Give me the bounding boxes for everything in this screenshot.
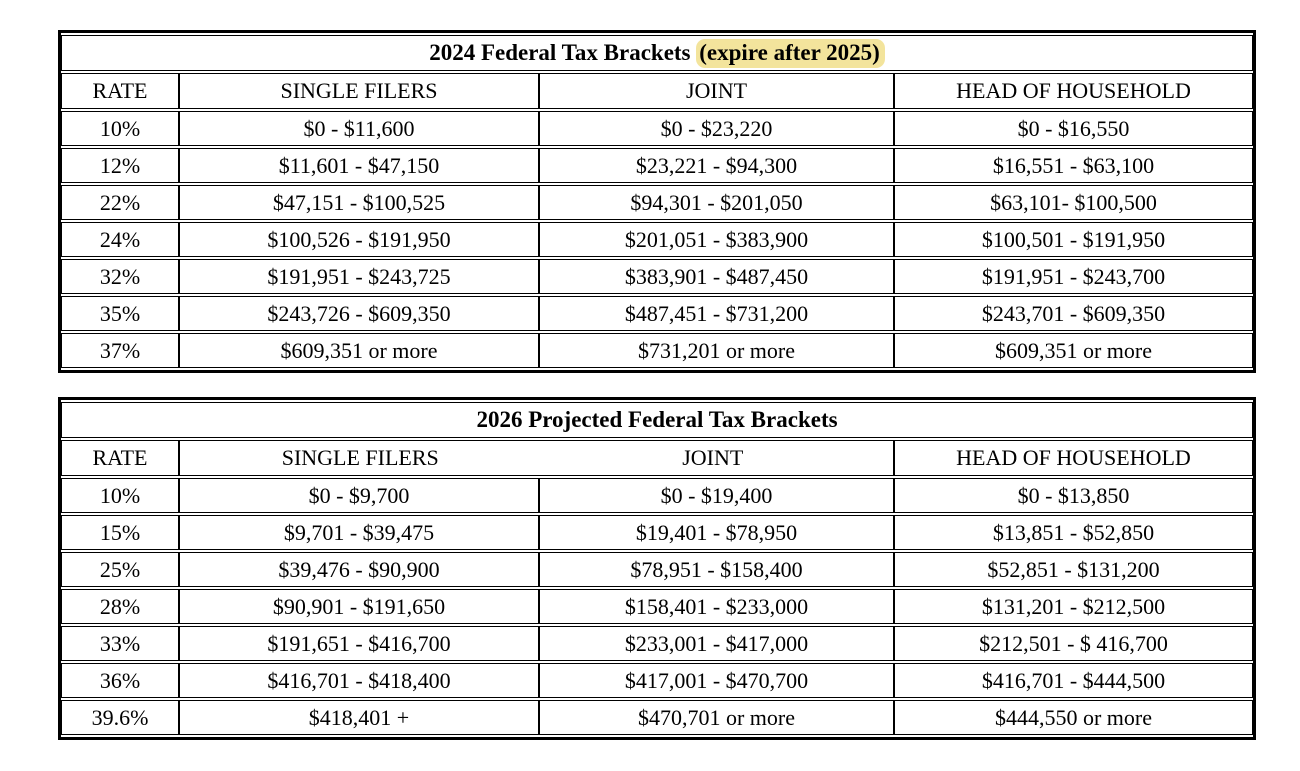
table-title-2026: 2026 Projected Federal Tax Brackets — [61, 402, 1253, 438]
table-row: 10% $0 - $11,600 $0 - $23,220 $0 - $16,5… — [61, 111, 1254, 146]
cell-joint: $731,201 or more — [539, 333, 894, 368]
cell-hoh: $100,501 - $191,950 — [894, 222, 1254, 257]
cell-hoh: $0 - $16,550 — [894, 111, 1254, 146]
table-row: 10% $0 - $9,700 $0 - $19,400 $0 - $13,85… — [61, 478, 1253, 513]
document-page: 2024 Federal Tax Brackets (expire after … — [58, 30, 1257, 740]
cell-hoh: $212,501 - $ 416,700 — [894, 626, 1253, 661]
cell-rate: 15% — [61, 515, 179, 550]
cell-rate: 22% — [61, 185, 179, 220]
table-title-2024: 2024 Federal Tax Brackets (expire after … — [61, 35, 1254, 71]
cell-single: $191,651 - $416,700 — [179, 626, 539, 661]
cell-joint: $470,701 or more — [539, 700, 894, 735]
cell-joint: $201,051 - $383,900 — [539, 222, 894, 257]
table-header-row: RATE SINGLE FILERS JOINT HEAD OF HOUSEHO… — [61, 440, 1253, 476]
table-row: 25% $39,476 - $90,900 $78,951 - $158,400… — [61, 552, 1253, 587]
table-header-row: RATE SINGLE FILERS JOINT HEAD OF HOUSEHO… — [61, 73, 1254, 109]
cell-rate: 37% — [61, 333, 179, 368]
table-row: 24% $100,526 - $191,950 $201,051 - $383,… — [61, 222, 1254, 257]
cell-single: $609,351 or more — [179, 333, 539, 368]
table-row: 35% $243,726 - $609,350 $487,451 - $731,… — [61, 296, 1254, 331]
cell-joint: $383,901 - $487,450 — [539, 259, 894, 294]
cell-hoh: $444,550 or more — [894, 700, 1253, 735]
table-row: 33% $191,651 - $416,700 $233,001 - $417,… — [61, 626, 1253, 661]
cell-rate: 33% — [61, 626, 179, 661]
cell-rate: 10% — [61, 111, 179, 146]
cell-hoh: $52,851 - $131,200 — [894, 552, 1253, 587]
cell-single: $0 - $11,600 — [179, 111, 539, 146]
cell-joint: $233,001 - $417,000 — [539, 626, 894, 661]
cell-joint: $0 - $19,400 — [539, 478, 894, 513]
cell-rate: 12% — [61, 148, 179, 183]
cell-rate: 28% — [61, 589, 179, 624]
col-header-rate: RATE — [61, 73, 179, 109]
cell-single: $416,701 - $418,400 — [179, 663, 539, 698]
cell-rate: 25% — [61, 552, 179, 587]
title-text: 2024 Federal Tax Brackets — [429, 40, 697, 65]
tax-table-2024: 2024 Federal Tax Brackets (expire after … — [58, 30, 1257, 373]
cell-joint: $487,451 - $731,200 — [539, 296, 894, 331]
table-row: 22% $47,151 - $100,525 $94,301 - $201,05… — [61, 185, 1254, 220]
table-row: 12% $11,601 - $47,150 $23,221 - $94,300 … — [61, 148, 1254, 183]
cell-rate: 24% — [61, 222, 179, 257]
col-header-single-joint-merged: SINGLE FILERS JOINT — [179, 440, 894, 476]
table-row: 32% $191,951 - $243,725 $383,901 - $487,… — [61, 259, 1254, 294]
cell-single: $39,476 - $90,900 — [179, 552, 539, 587]
col-header-joint: JOINT — [682, 445, 744, 470]
cell-single: $11,601 - $47,150 — [179, 148, 539, 183]
cell-rate: 35% — [61, 296, 179, 331]
cell-single: $0 - $9,700 — [179, 478, 539, 513]
table-row: 39.6% $418,401 + $470,701 or more $444,5… — [61, 700, 1253, 735]
cell-rate: 39.6% — [61, 700, 179, 735]
table-row: 15% $9,701 - $39,475 $19,401 - $78,950 $… — [61, 515, 1253, 550]
title-highlight: (expire after 2025) — [696, 39, 885, 68]
cell-hoh: $609,351 or more — [894, 333, 1254, 368]
cell-joint: $0 - $23,220 — [539, 111, 894, 146]
cell-single: $47,151 - $100,525 — [179, 185, 539, 220]
col-header-single: SINGLE FILERS — [281, 445, 439, 470]
col-header-hoh: HEAD OF HOUSEHOLD — [894, 440, 1253, 476]
cell-hoh: $191,951 - $243,700 — [894, 259, 1254, 294]
cell-single: $9,701 - $39,475 — [179, 515, 539, 550]
cell-joint: $78,951 - $158,400 — [539, 552, 894, 587]
cell-joint: $94,301 - $201,050 — [539, 185, 894, 220]
col-header-joint: JOINT — [539, 73, 894, 109]
table-title-row: 2026 Projected Federal Tax Brackets — [61, 402, 1253, 438]
col-header-hoh: HEAD OF HOUSEHOLD — [894, 73, 1254, 109]
col-header-rate: RATE — [61, 440, 179, 476]
cell-single: $191,951 - $243,725 — [179, 259, 539, 294]
table-row: 37% $609,351 or more $731,201 or more $6… — [61, 333, 1254, 368]
cell-joint: $19,401 - $78,950 — [539, 515, 894, 550]
cell-hoh: $0 - $13,850 — [894, 478, 1253, 513]
cell-hoh: $243,701 - $609,350 — [894, 296, 1254, 331]
col-header-single: SINGLE FILERS — [179, 73, 539, 109]
cell-hoh: $416,701 - $444,500 — [894, 663, 1253, 698]
cell-rate: 36% — [61, 663, 179, 698]
title-text: 2026 Projected Federal Tax Brackets — [476, 407, 838, 432]
cell-single: $100,526 - $191,950 — [179, 222, 539, 257]
cell-single: $90,901 - $191,650 — [179, 589, 539, 624]
tax-table-2026: 2026 Projected Federal Tax Brackets RATE… — [58, 397, 1256, 740]
cell-rate: 32% — [61, 259, 179, 294]
cell-joint: $23,221 - $94,300 — [539, 148, 894, 183]
cell-hoh: $131,201 - $212,500 — [894, 589, 1253, 624]
table-row: 28% $90,901 - $191,650 $158,401 - $233,0… — [61, 589, 1253, 624]
cell-single: $243,726 - $609,350 — [179, 296, 539, 331]
cell-rate: 10% — [61, 478, 179, 513]
cell-hoh: $63,101- $100,500 — [894, 185, 1254, 220]
cell-single: $418,401 + — [179, 700, 539, 735]
table-row: 36% $416,701 - $418,400 $417,001 - $470,… — [61, 663, 1253, 698]
cell-hoh: $13,851 - $52,850 — [894, 515, 1253, 550]
table-title-row: 2024 Federal Tax Brackets (expire after … — [61, 35, 1254, 71]
cell-joint: $158,401 - $233,000 — [539, 589, 894, 624]
cell-hoh: $16,551 - $63,100 — [894, 148, 1254, 183]
cell-joint: $417,001 - $470,700 — [539, 663, 894, 698]
